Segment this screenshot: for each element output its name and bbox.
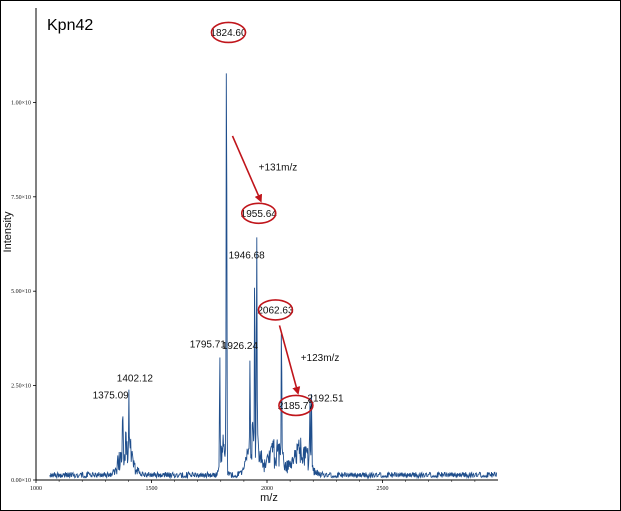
chart-title: Kpn42 [47,17,93,34]
peak-highlight-circle-8 [278,394,314,417]
axes [35,8,498,481]
y-tick-label-0: 0.00×10 [11,478,31,484]
peak-label-9: 2192.51 [307,393,344,404]
x-tick-label-0: 1000 [30,486,42,492]
x-tick-label-3: 2500 [377,486,389,492]
x-tick-label-1: 1500 [146,486,158,492]
peak-label-5: 1946.68 [229,251,266,262]
peak-highlight-circle-7 [257,299,294,321]
peak-labels: 1375.09 1402.12 1795.71 1824.60 1926.24 1946.… [93,21,344,417]
shift-label-1: +123m/z [301,353,340,364]
peak-label-2: 1795.71 [190,339,227,350]
peak-label-7: 2062.63 [257,305,294,316]
peak-label-6: 1955.64 [241,209,278,220]
spectrum-trace [49,73,498,480]
peak-label-4: 1926.24 [222,341,259,352]
shift-arrow-1 [278,325,301,395]
y-tick-label-2: 5.00×10 [11,289,31,295]
y-tick-label-3: 7.50×10 [11,195,31,201]
peak-label-3: 1824.60 [210,28,247,39]
shift-arrow-0 [231,135,263,203]
shift-label-0: +131m/z [259,162,298,173]
peak-highlight-circle-3 [210,21,247,44]
peak-label-1: 1402.12 [117,373,154,384]
peak-highlight-circle-6 [240,202,277,225]
shift-annotations: +131m/z +123m/z [231,135,340,395]
axis-ticks: 0.00×10 2.50×10 5.00×10 7.50×10 1.00×10 1000 1… [11,100,476,492]
x-tick-label-2: 2000 [261,486,273,492]
peak-label-8: 2185.77 [278,401,315,412]
y-tick-label-4: 1.00×10 [11,100,31,106]
y-tick-label-1: 2.50×10 [11,384,31,390]
x-axis-label: m/z [260,492,278,504]
y-axis-label: Intensity [2,211,14,252]
peak-label-0: 1375.09 [93,390,130,401]
